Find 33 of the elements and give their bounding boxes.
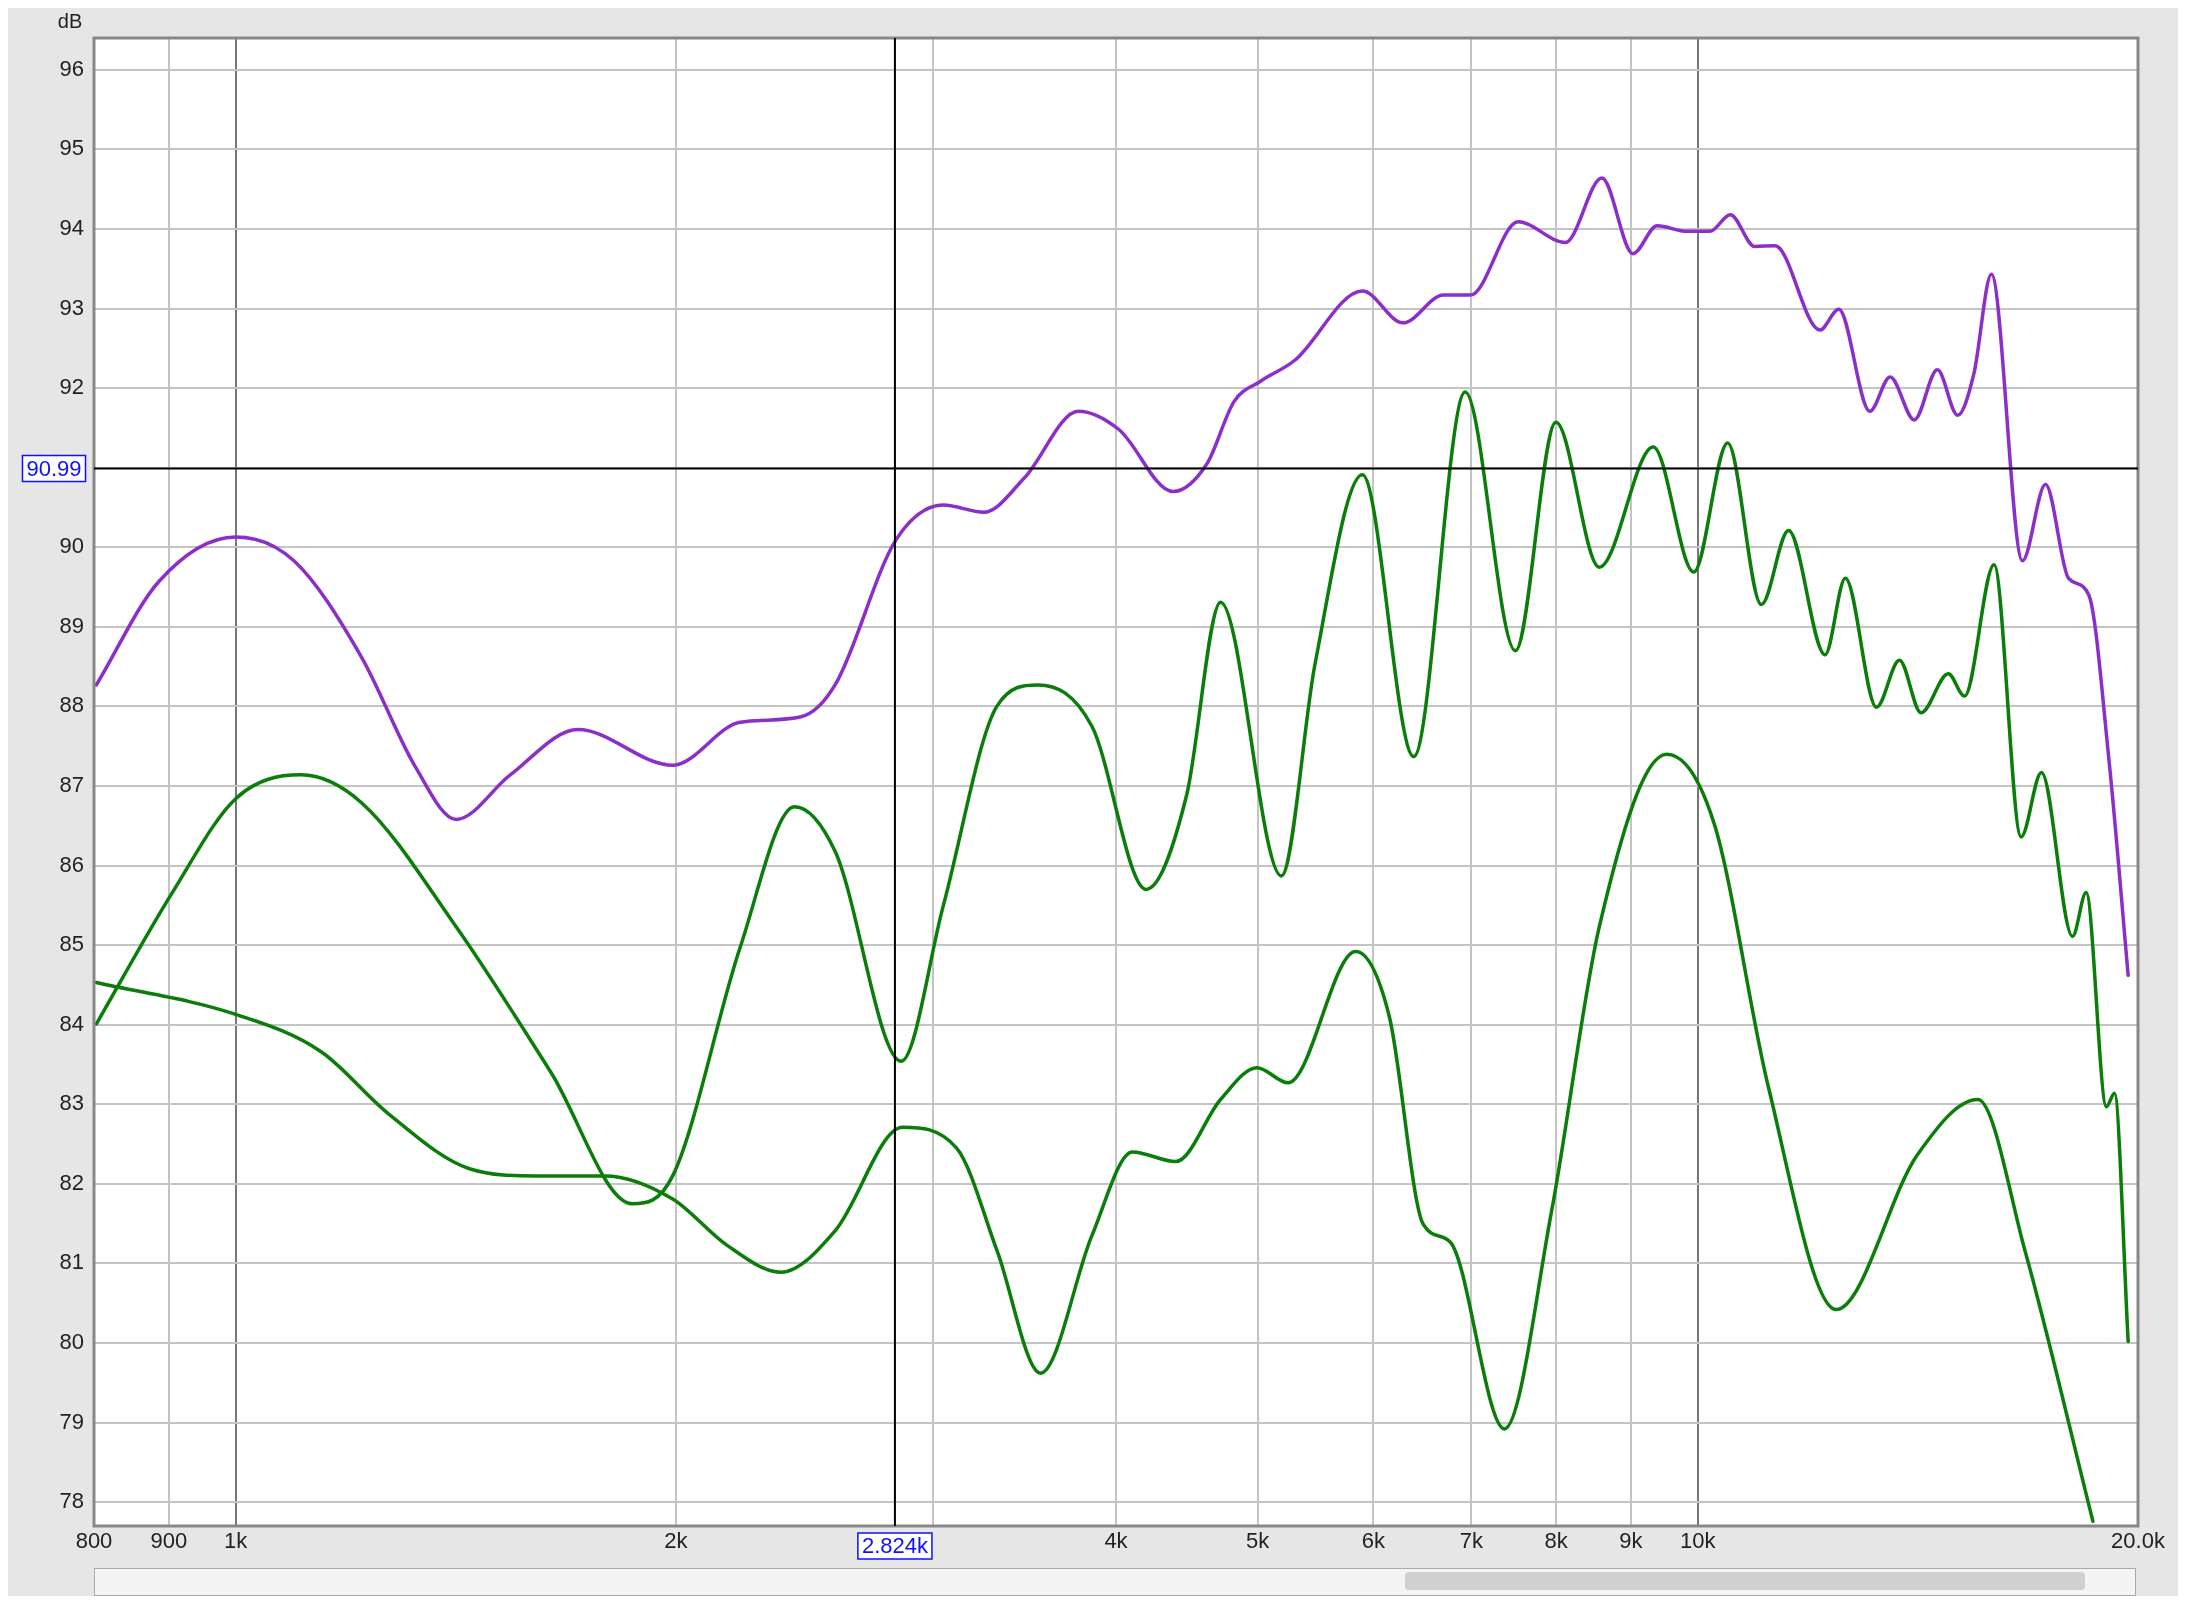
y-tick-label: 85 bbox=[59, 931, 84, 957]
y-tick-label: 88 bbox=[59, 692, 84, 718]
y-tick-label: 92 bbox=[59, 374, 84, 400]
y-tick-label: 78 bbox=[59, 1488, 84, 1514]
y-tick-label: 93 bbox=[59, 294, 84, 320]
x-tick-label: 9k bbox=[1619, 1528, 1644, 1554]
x-tick-label: 7k bbox=[1459, 1528, 1484, 1554]
y-tick-label: 79 bbox=[59, 1408, 84, 1434]
y-axis-title: dB bbox=[57, 9, 83, 32]
y-tick-label: 86 bbox=[59, 851, 84, 877]
x-tick-label: 6k bbox=[1361, 1528, 1387, 1554]
ref-line-label: 90.99 bbox=[26, 455, 82, 481]
x-tick-label: 10k bbox=[1680, 1528, 1717, 1554]
x-tick-label: 1k bbox=[224, 1528, 249, 1554]
ref-line-label: 2.824k bbox=[861, 1533, 929, 1559]
y-tick-label: 82 bbox=[59, 1169, 84, 1195]
y-tick-label: 96 bbox=[59, 55, 84, 81]
y-tick-label: 84 bbox=[59, 1010, 84, 1036]
y-tick-label: 87 bbox=[59, 772, 84, 798]
y-tick-label: 80 bbox=[59, 1329, 84, 1355]
y-tick-label: 81 bbox=[59, 1249, 84, 1275]
y-tick-label: 95 bbox=[59, 135, 84, 161]
x-tick-label: 8k bbox=[1544, 1528, 1569, 1554]
x-tick-label: 800 bbox=[75, 1528, 113, 1554]
y-tick-label: 90 bbox=[59, 533, 84, 559]
x-tick-label: 20.0k bbox=[2111, 1528, 2166, 1554]
x-tick-label: 4k bbox=[1104, 1528, 1129, 1554]
x-tick-label: 900 bbox=[150, 1528, 188, 1554]
y-tick-label: 89 bbox=[59, 612, 84, 638]
x-tick-label: 2k bbox=[664, 1528, 689, 1554]
y-tick-label: 83 bbox=[59, 1090, 84, 1116]
y-tick-label: 94 bbox=[59, 215, 84, 241]
x-tick-label: 5k bbox=[1246, 1528, 1271, 1554]
